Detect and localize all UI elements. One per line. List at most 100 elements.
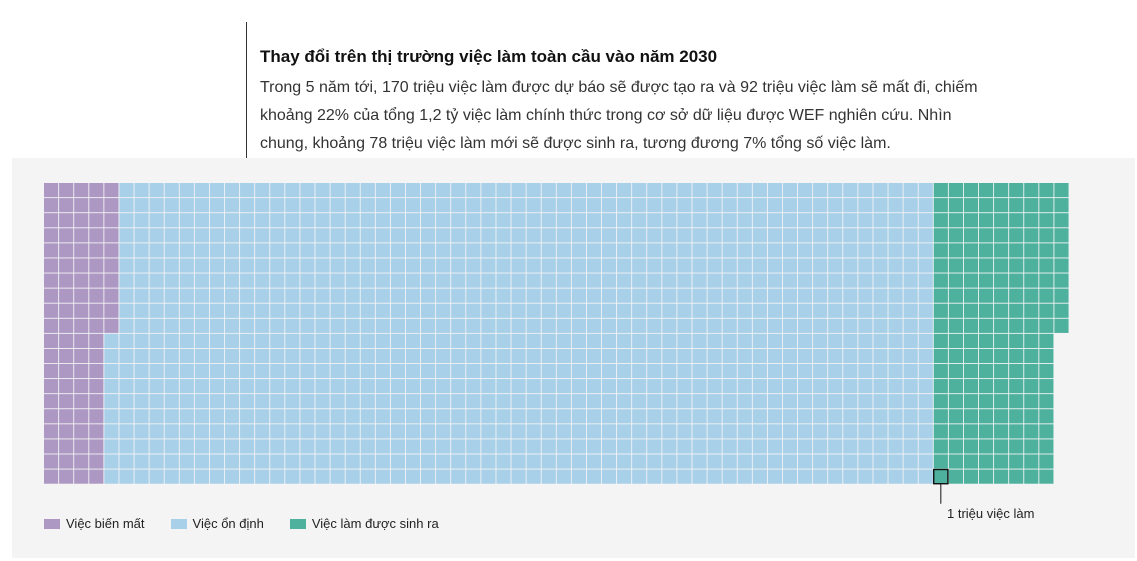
waffle-cell-stable [149,183,164,198]
waffle-cell-new [994,454,1009,469]
waffle-cell-stable [556,213,571,228]
waffle-cell-stable [662,394,677,409]
waffle-cell-stable [390,469,406,484]
waffle-cell-stable [828,228,843,243]
waffle-cell-stable [888,288,903,303]
waffle-cell-stable [255,333,270,348]
waffle-cell-new [963,454,979,469]
waffle-cell-new [978,228,994,243]
waffle-cell-new [963,243,979,258]
waffle-cell-stable [481,363,496,379]
waffle-cell-stable [496,288,511,303]
waffle-cell-stable [345,439,360,454]
waffle-cell-stable [315,213,330,228]
waffle-cell-stable [782,439,798,454]
waffle-cell-stable [421,213,436,228]
waffle-cell-stable [707,213,722,228]
waffle-cell-stable [360,318,375,333]
waffle-cell-stable [888,198,903,213]
waffle-cell-stable [873,469,888,484]
waffle-cell-stable [240,394,255,409]
waffle-cell-stable [601,348,617,364]
waffle-cell-lost [104,288,119,303]
waffle-cell-stable [692,183,707,198]
waffle-cell-stable [918,228,933,243]
waffle-cell-new [948,424,963,439]
legend-swatch-lost [44,518,60,529]
waffle-cell-stable [330,288,345,303]
waffle-cell-stable [556,333,571,348]
waffle-cell-stable [179,333,194,348]
waffle-cell-stable [752,213,767,228]
waffle-cell-stable [511,198,526,213]
waffle-cell-stable [828,288,843,303]
chart-header: Thay đổi trên thị trường việc làm toàn c… [260,46,1100,158]
waffle-cell-stable [828,243,843,258]
waffle-cell-stable [843,318,858,333]
waffle-cell-stable [828,363,843,379]
waffle-cell-new [1024,198,1039,213]
waffle-cell-stable [571,424,586,439]
waffle-cell-new [948,258,963,273]
waffle-cell-stable [526,243,541,258]
waffle-cell-stable [194,424,209,439]
waffle-cell-stable [782,424,798,439]
waffle-cell-stable [194,213,209,228]
waffle-cell-new [963,394,979,409]
waffle-cell-stable [707,409,722,424]
waffle-cell-new [933,379,948,394]
waffle-cell-stable [134,379,149,394]
waffle-cell-stable [692,303,707,318]
waffle-cell-stable [481,213,496,228]
waffle-cell-stable [767,469,783,484]
waffle-cell-stable [617,198,632,213]
waffle-cell-stable [662,379,677,394]
waffle-cell-stable [224,333,240,348]
waffle-cell-new [978,243,994,258]
waffle-cell-stable [601,424,617,439]
waffle-cell-new [933,424,948,439]
waffle-cell-stable [767,288,783,303]
waffle-cell-stable [466,469,481,484]
waffle-cell-stable [134,439,149,454]
waffle-cell-stable [134,258,149,273]
waffle-cell-stable [752,439,767,454]
waffle-cell-stable [511,439,526,454]
waffle-cell-stable [813,228,828,243]
waffle-cell-stable [601,303,617,318]
waffle-cell-stable [782,243,798,258]
waffle-cell-lost [89,439,104,454]
waffle-cell-stable [375,469,390,484]
waffle-cell-stable [496,258,511,273]
waffle-cell-stable [270,469,285,484]
waffle-cell-stable [601,258,617,273]
waffle-cell-stable [345,243,360,258]
waffle-cell-new [994,303,1009,318]
waffle-cell-stable [888,394,903,409]
waffle-cell-new [1054,303,1069,318]
waffle-cell-stable [586,243,602,258]
waffle-cell-stable [179,213,194,228]
waffle-cell-stable [632,273,647,288]
waffle-cell-new [994,318,1009,333]
waffle-cell-stable [179,258,194,273]
waffle-cell-stable [782,394,798,409]
waffle-cell-stable [632,454,647,469]
waffle-cell-stable [270,424,285,439]
waffle-cell-stable [421,348,436,364]
waffle-cell-stable [300,198,315,213]
legend: Việc biến mất Việc ổn định Việc làm được… [44,516,465,531]
waffle-cell-stable [858,288,873,303]
waffle-cell-stable [662,228,677,243]
waffle-cell-stable [601,439,617,454]
waffle-cell-stable [662,303,677,318]
waffle-cell-stable [119,348,134,364]
waffle-cell-lost [89,303,104,318]
waffle-cell-stable [119,303,134,318]
waffle-cell-stable [345,303,360,318]
legend-label-new: Việc làm được sinh ra [311,516,439,531]
waffle-cell-stable [240,213,255,228]
waffle-cell-new [1009,213,1024,228]
waffle-cell-stable [556,228,571,243]
waffle-cell-stable [209,348,225,364]
